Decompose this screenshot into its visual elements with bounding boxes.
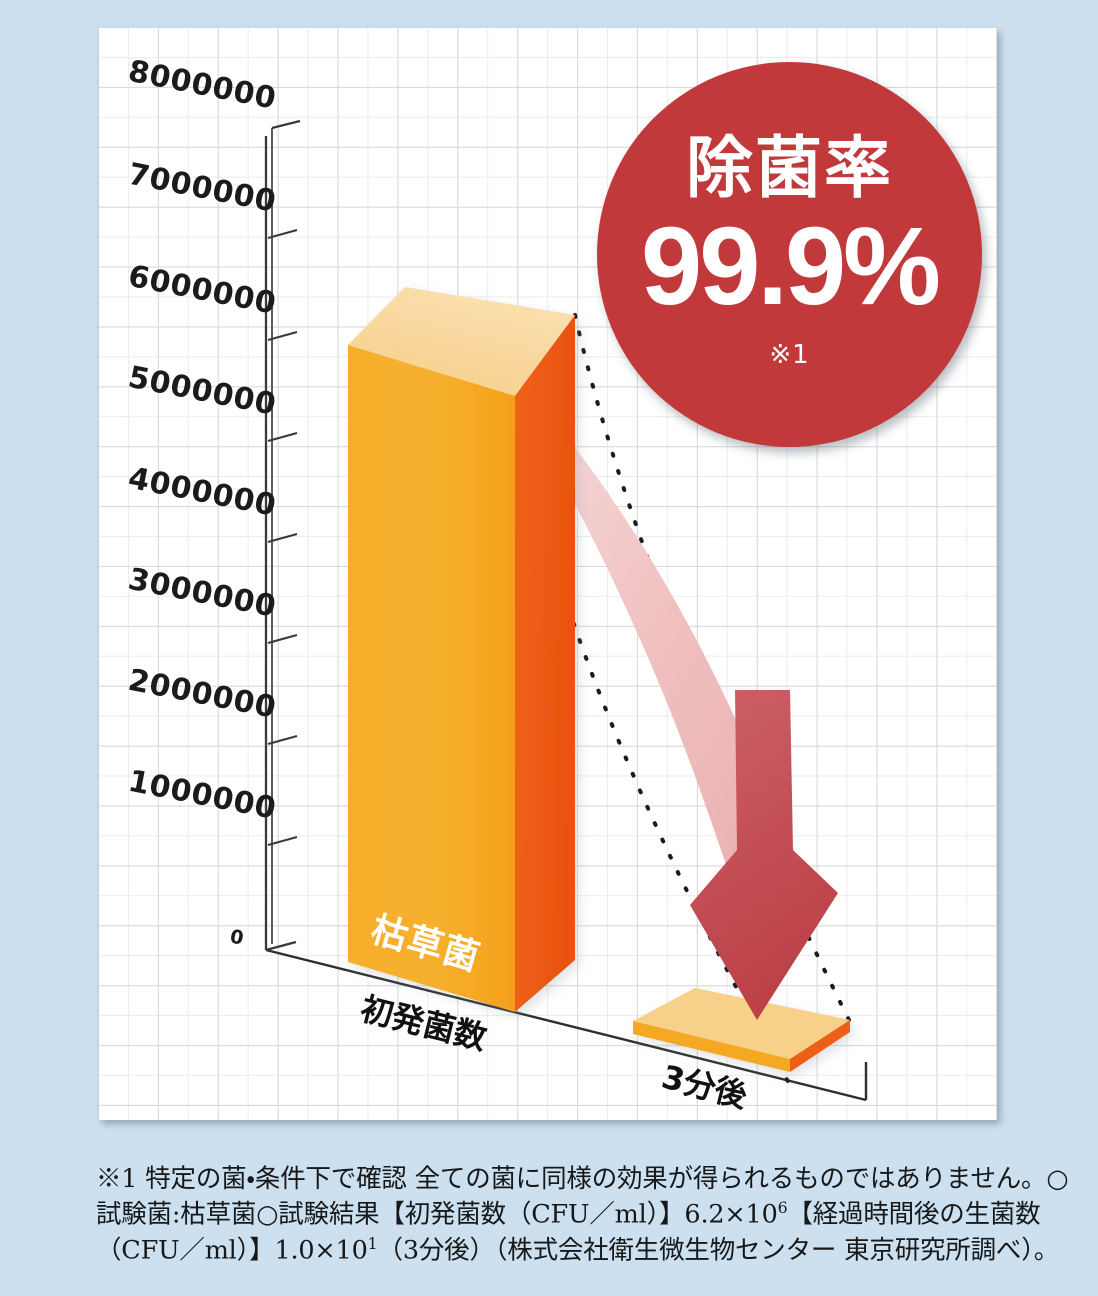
caption-line-2: 試験菌:枯草菌○試験結果【初発菌数（CFU／ml）】6.2×106【経過時間後の… [96,1197,1046,1233]
caption-line-2a: 試験菌:枯草菌○試験結果【初発菌数（CFU／ml）】6.2×10 [96,1199,778,1230]
caption-line-3b: （3分後）（株式会社衛生微生物センター 東京研究所調べ）。 [377,1235,1060,1266]
caption-line-1: ※1 特定の菌・条件下で確認 全ての菌に同様の効果が得られるものではありません。… [96,1164,1069,1194]
caption-line-3-exponent: 1 [367,1233,378,1253]
badge-title: 除菌率 [686,129,893,207]
decline-arrow-head [690,690,838,1020]
badge-footnote-marker: ※1 [769,340,810,370]
caption-line-3a: （CFU／ml）】1.0×10 [96,1235,368,1266]
caption-line-2b: 【経過時間後の生菌数 [787,1199,1041,1230]
bar-3d-after [633,988,850,1072]
badge-value: 99.9% [641,205,941,328]
disinfection-rate-badge: 除菌率 99.9% ※1 [597,62,982,447]
caption-line-3: （CFU／ml）】1.0×101（3分後）（株式会社衛生微生物センター 東京研究… [96,1233,1059,1269]
bar-3d-initial [348,287,575,1012]
caption-line-2-exponent: 6 [777,1198,788,1218]
footnote-caption: ※1 特定の菌・条件下で確認 全ての菌に同様の効果が得られるものではありません。… [96,1162,1069,1269]
